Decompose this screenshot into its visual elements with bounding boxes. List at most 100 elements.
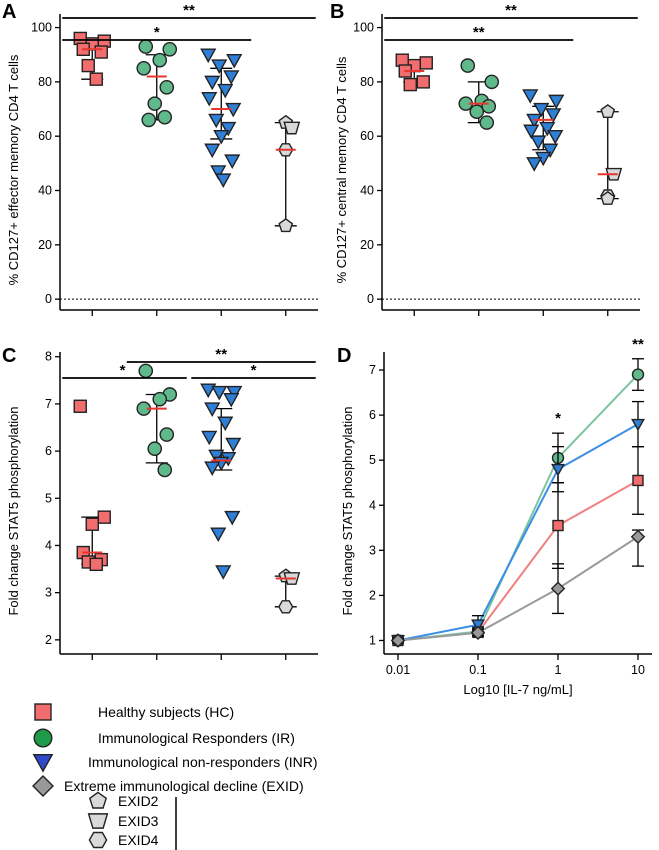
significance-label: * <box>154 24 160 41</box>
data-point <box>630 529 646 545</box>
y-tick-label: 3 <box>45 586 52 600</box>
data-point <box>631 418 645 432</box>
legend: Healthy subjects (HC) Immunological Respo… <box>32 703 318 850</box>
data-point <box>85 517 99 531</box>
data-point <box>403 77 417 92</box>
x-tick-label: 1 <box>555 663 562 677</box>
data-point <box>201 430 218 446</box>
data-point <box>138 39 154 54</box>
y-tick-label: 40 <box>38 184 52 198</box>
data-point <box>141 112 157 128</box>
square-marker <box>34 703 52 721</box>
legend-item-inr: Immunological non-responders (INR) <box>32 753 318 773</box>
data-point <box>208 449 225 465</box>
data-point <box>215 565 232 580</box>
group-hc <box>73 31 111 86</box>
data-point <box>533 102 550 118</box>
y-tick-label: 4 <box>369 498 376 512</box>
y-tick-label: 100 <box>353 21 374 35</box>
legend-subitem-exid3: EXID3 <box>87 813 159 829</box>
data-point <box>390 633 406 648</box>
data-point <box>460 58 476 73</box>
data-point <box>548 94 565 110</box>
data-point <box>481 99 497 114</box>
data-point <box>539 121 556 137</box>
data-point <box>224 154 241 169</box>
y-tick-label: 40 <box>360 184 374 198</box>
data-point <box>471 619 485 632</box>
data-point <box>136 61 152 76</box>
data-point <box>210 527 227 543</box>
data-point <box>226 53 243 69</box>
data-point <box>632 474 644 487</box>
data-point <box>278 600 294 614</box>
chart-panel-b: B 0 20 40 60 80 100 % CD127+ central memory CD4… <box>330 1 640 316</box>
y-tick-label: 6 <box>45 444 52 458</box>
data-point <box>208 113 225 129</box>
x-tick-label: 0.01 <box>386 663 410 677</box>
series-line <box>397 373 639 642</box>
legend-label: Immunological Responders (IR) <box>98 730 295 746</box>
y-axis-title: % CD127+ effector memory CD4 T cells <box>6 54 21 285</box>
data-point <box>600 190 616 205</box>
trapezoid-marker <box>87 813 109 829</box>
data-point <box>550 581 566 596</box>
legend-item-exid: Extreme immunological decline (EXID) <box>32 775 304 797</box>
y-tick-label: 100 <box>31 21 52 35</box>
data-point <box>157 109 173 125</box>
data-point <box>211 59 228 74</box>
group-exid <box>274 114 301 233</box>
data-point <box>200 48 217 64</box>
y-tick-label: 7 <box>369 363 376 377</box>
y-axis-title: % CD127+ central memory CD4 T cells <box>334 56 349 283</box>
series-line <box>397 423 639 642</box>
data-point <box>138 363 154 379</box>
x-axis-title: Log10 [IL-7 ng/mL] <box>463 682 572 697</box>
data-point <box>631 368 645 381</box>
data-point <box>223 392 240 408</box>
y-tick-label: 80 <box>360 75 374 89</box>
panel-letter: A <box>2 1 16 23</box>
chart-panel-a: A 0 20 40 60 80 100 % CD127+ effector memory CD… <box>2 1 318 316</box>
y-tick-label: 80 <box>38 75 52 89</box>
legend-subitem-exid4: EXID4 <box>88 831 159 849</box>
legend-label: EXID3 <box>118 813 159 829</box>
group-inr <box>200 48 243 188</box>
data-point <box>547 129 564 145</box>
legend-label: EXID2 <box>118 793 159 809</box>
data-point <box>213 129 230 145</box>
data-point <box>89 557 103 572</box>
significance-label: ** <box>505 2 517 19</box>
group-ir <box>136 39 178 128</box>
y-tick-label: 2 <box>369 588 376 602</box>
data-point <box>89 72 103 86</box>
y-tick-label: 0 <box>45 292 52 306</box>
y-tick-label: 0 <box>367 292 374 306</box>
y-axis-title: Fold change STAT5 phosphorylation <box>340 406 355 615</box>
series-exid <box>390 529 646 648</box>
pentagon-marker <box>88 791 108 809</box>
data-point <box>159 427 175 442</box>
significance-label: * <box>120 362 126 379</box>
series-ir <box>391 358 645 647</box>
y-axis-title: Fold change STAT5 phosphorylation <box>6 406 21 615</box>
data-point <box>152 391 168 407</box>
data-point <box>419 56 433 70</box>
data-point <box>523 124 540 140</box>
data-point <box>416 75 430 89</box>
data-point <box>545 108 562 123</box>
panel-letter: C <box>2 345 16 367</box>
data-point <box>210 165 227 180</box>
y-tick-label: 6 <box>369 408 376 422</box>
data-point <box>217 83 234 99</box>
panel-letter: D <box>337 345 351 367</box>
chart-panel-d: D 1 2 3 4 5 6 7 Fold change STAT5 phosphorylatio… <box>337 336 652 697</box>
legend-item-hc: Healthy subjects (HC) <box>34 703 234 721</box>
data-point <box>204 75 221 91</box>
data-point <box>226 385 243 401</box>
data-point <box>204 402 221 417</box>
x-tick-label: 10 <box>631 663 645 677</box>
data-point <box>215 173 232 188</box>
data-point <box>225 437 242 453</box>
